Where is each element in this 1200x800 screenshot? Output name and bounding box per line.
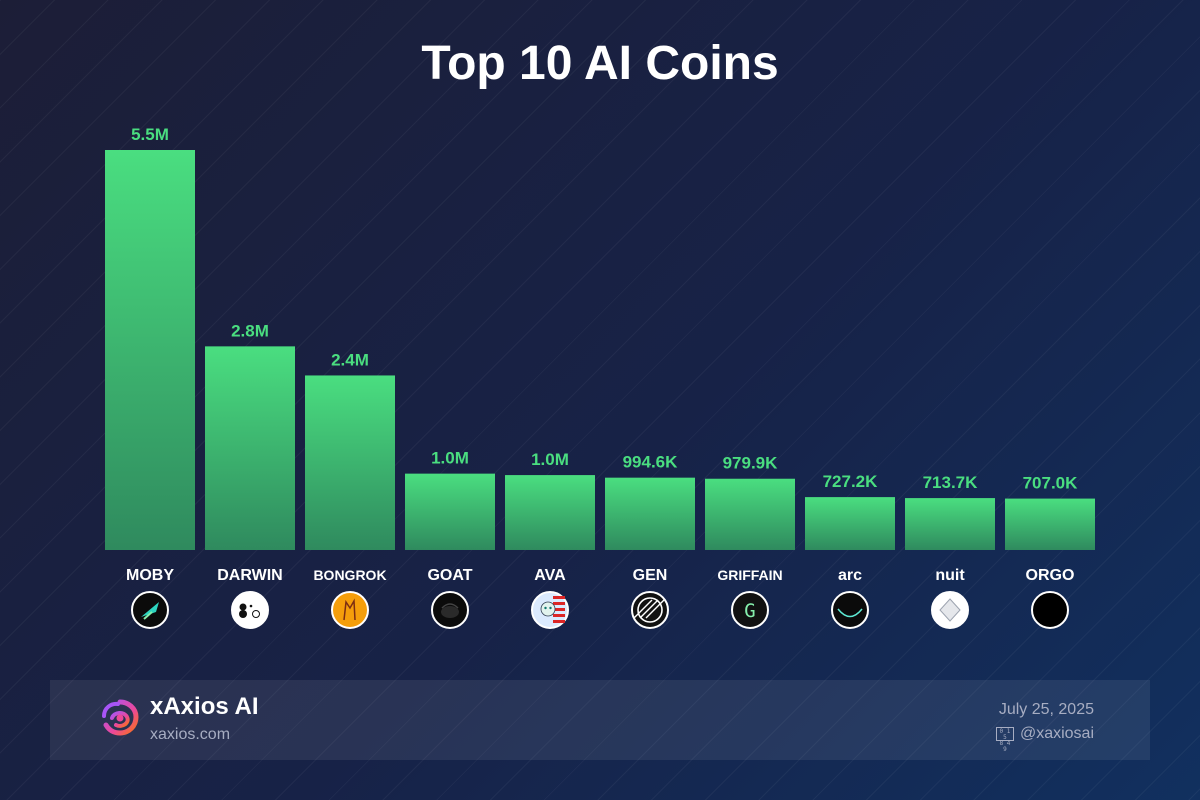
handle-text: @xaxiosai bbox=[1019, 725, 1094, 742]
moby-icon bbox=[131, 591, 169, 629]
bar-value-label: 1.0M bbox=[531, 450, 569, 469]
category-label: nuit bbox=[935, 567, 965, 584]
bar-value-label: 994.6K bbox=[623, 453, 679, 472]
bar-griffain bbox=[705, 478, 795, 550]
bar-moby bbox=[105, 150, 195, 550]
brand-name: xAxios AI bbox=[150, 693, 259, 720]
bar-value-label: 979.9K bbox=[723, 454, 779, 473]
report-date: July 25, 2025 bbox=[998, 701, 1094, 718]
bar-chart: 5.5M MOBY 2.8M DARWIN 2.4M BONGROK 1.0M GOAT 1.0… bbox=[105, 125, 1095, 629]
goat-icon bbox=[431, 591, 469, 629]
category-label: BONGROK bbox=[313, 567, 386, 583]
bar-value-label: 1.0M bbox=[431, 449, 469, 468]
darwin-icon bbox=[231, 591, 269, 629]
bar-darwin bbox=[205, 346, 295, 550]
bar-value-label: 5.5M bbox=[131, 125, 169, 144]
bar-ava bbox=[505, 475, 595, 550]
category-label: GEN bbox=[633, 567, 668, 584]
bar-value-label: 2.8M bbox=[231, 321, 269, 340]
category-label: AVA bbox=[534, 567, 566, 584]
nuit-icon bbox=[931, 591, 969, 629]
bar-value-label: 713.7K bbox=[923, 473, 979, 492]
orgo-icon bbox=[1031, 591, 1069, 629]
ava-icon bbox=[531, 591, 569, 629]
category-label: GOAT bbox=[427, 567, 472, 584]
bar-orgo bbox=[1005, 498, 1095, 550]
category-label: ORGO bbox=[1026, 567, 1075, 584]
bar-goat bbox=[405, 473, 495, 550]
category-label: GRIFFAIN bbox=[717, 567, 782, 583]
category-label: MOBY bbox=[126, 567, 174, 584]
svg-text:G: G bbox=[744, 600, 755, 622]
bar-bongrok bbox=[305, 375, 395, 550]
arc-icon bbox=[831, 591, 869, 629]
xaxios-logo-icon bbox=[102, 699, 139, 736]
bar-value-label: 707.0K bbox=[1023, 474, 1079, 493]
gen-icon bbox=[631, 591, 669, 629]
griffain-icon: G bbox=[731, 591, 769, 629]
category-label: DARWIN bbox=[217, 567, 282, 584]
bongrok-icon bbox=[331, 591, 369, 629]
bars-group: 5.5M MOBY 2.8M DARWIN 2.4M BONGROK 1.0M GOAT 1.0… bbox=[105, 125, 1095, 629]
brand-url[interactable]: xaxios.com bbox=[150, 726, 231, 743]
bar-gen bbox=[605, 477, 695, 550]
chart-title: Top 10 AI Coins bbox=[421, 37, 779, 90]
bar-arc bbox=[805, 497, 895, 550]
category-label: arc bbox=[838, 567, 862, 584]
bar-value-label: 2.4M bbox=[331, 350, 369, 369]
bar-value-label: 727.2K bbox=[823, 472, 879, 491]
bar-nuit bbox=[905, 498, 995, 550]
footer: xAxios AI xaxios.com July 25, 2025 0 1 5… bbox=[50, 680, 1150, 760]
